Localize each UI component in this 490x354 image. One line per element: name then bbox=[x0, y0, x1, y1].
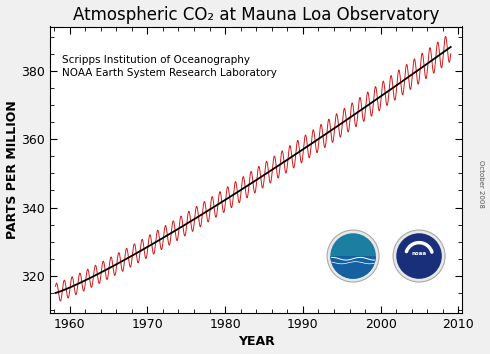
X-axis label: YEAR: YEAR bbox=[238, 336, 274, 348]
Text: Scripps Institution of Oceanography
NOAA Earth System Research Laboratory: Scripps Institution of Oceanography NOAA… bbox=[62, 55, 277, 78]
Y-axis label: PARTS PER MILLION: PARTS PER MILLION bbox=[5, 101, 19, 239]
Text: October 2008: October 2008 bbox=[478, 160, 484, 208]
Title: Atmospheric CO₂ at Mauna Loa Observatory: Atmospheric CO₂ at Mauna Loa Observatory bbox=[73, 6, 440, 24]
